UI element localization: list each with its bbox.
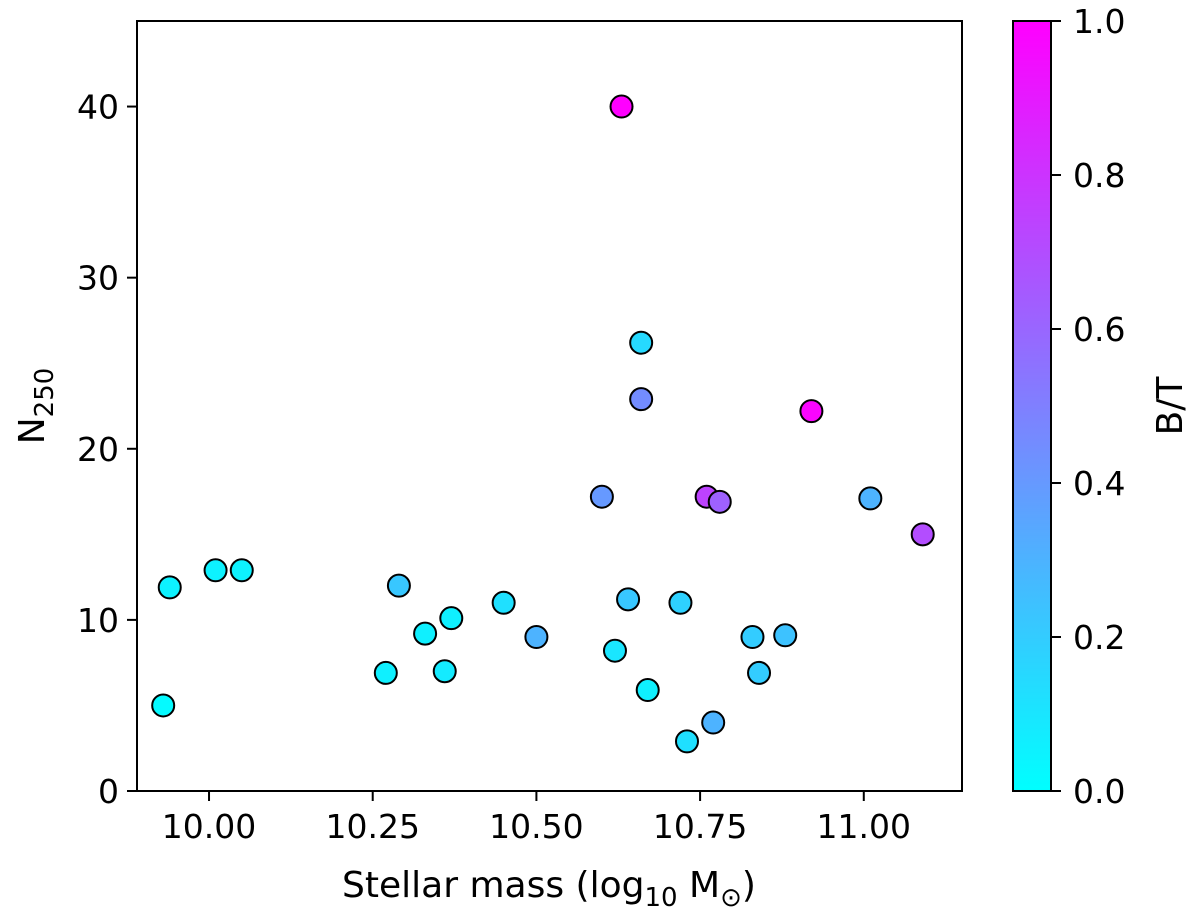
x-axis-label-sun-symbol: ⊙ <box>720 883 742 913</box>
scatter-point-21 <box>701 710 726 735</box>
scatter-point-9 <box>491 590 516 615</box>
scatter-point-8 <box>439 606 464 631</box>
y-axis-label: N250 <box>12 368 60 445</box>
x-tick-label: 10.25 <box>325 807 419 846</box>
scatter-point-24 <box>747 660 772 685</box>
colorbar-ticks: 0.0 0.2 0.4 0.6 0.8 1.0 <box>1051 2 1125 811</box>
scatter-point-10 <box>524 625 549 649</box>
colorbar-tick-label: 0.8 <box>1073 156 1125 195</box>
x-tick-label: 10.00 <box>162 807 256 846</box>
scatter-point-15 <box>629 330 654 355</box>
y-tick-label: 10 <box>77 601 119 640</box>
scatter-point-5 <box>386 573 411 598</box>
colorbar: 0.0 0.2 0.4 0.6 0.8 1.0 B/T <box>1012 2 1191 811</box>
y-tick-label: 0 <box>98 772 119 811</box>
colorbar-label: B/T <box>1150 376 1191 436</box>
x-axis-label-close: ) <box>742 865 756 906</box>
x-axis-ticks: 10.00 10.25 10.50 10.75 11.00 <box>162 791 911 846</box>
x-tick-label: 11.00 <box>817 807 911 846</box>
x-axis-label-subscript: 10 <box>644 883 677 913</box>
scatter-point-6 <box>413 621 438 646</box>
x-axis-label-main: Stellar mass (log <box>342 865 644 906</box>
scatter-point-1 <box>157 575 182 600</box>
colorbar-tick-label: 0.4 <box>1073 464 1125 503</box>
colorbar-tick-label: 0.2 <box>1073 618 1125 657</box>
y-tick-label: 40 <box>77 88 119 127</box>
colorbar-tick-label: 1.0 <box>1073 2 1125 41</box>
scatter-point-27 <box>858 486 883 511</box>
y-axis-label-subscript: 250 <box>30 368 60 418</box>
scatter-point-28 <box>910 522 935 547</box>
x-tick-label: 10.75 <box>653 807 747 846</box>
scatter-point-26 <box>799 399 824 424</box>
scatter-points <box>151 94 935 754</box>
scatter-point-17 <box>635 678 660 703</box>
scatter-point-12 <box>602 638 627 663</box>
y-axis-ticks: 0 10 20 30 40 <box>77 88 137 811</box>
scatter-point-2 <box>203 558 228 583</box>
plot-area <box>137 21 962 791</box>
y-tick-label: 20 <box>77 430 119 469</box>
y-axis-label-main: N <box>12 417 53 444</box>
scatter-point-19 <box>675 729 699 754</box>
y-tick-label: 30 <box>77 259 119 298</box>
plot-background <box>137 21 962 791</box>
scatter-point-23 <box>740 625 765 649</box>
scatter-point-4 <box>373 660 398 685</box>
plot-border <box>136 20 963 792</box>
scatter-point-7 <box>432 659 457 684</box>
scatter-point-0 <box>151 693 176 718</box>
scatter-point-16 <box>629 387 654 412</box>
x-axis-label: Stellar mass (log10 M⊙) <box>342 865 756 913</box>
scatter-point-13 <box>609 94 634 119</box>
scatter-point-18 <box>668 590 693 615</box>
x-tick-label: 10.50 <box>489 807 583 846</box>
scatter-point-14 <box>616 587 641 612</box>
colorbar-tick-label: 0.0 <box>1073 772 1125 811</box>
colorbar-tick-label: 0.6 <box>1073 310 1125 349</box>
scatter-point-22 <box>707 489 732 514</box>
scatter-point-25 <box>773 623 798 648</box>
x-axis-label-tail: M <box>678 865 721 906</box>
scatter-point-3 <box>229 558 254 583</box>
scatter-point-11 <box>589 484 614 509</box>
colorbar-gradient <box>1012 20 1052 792</box>
